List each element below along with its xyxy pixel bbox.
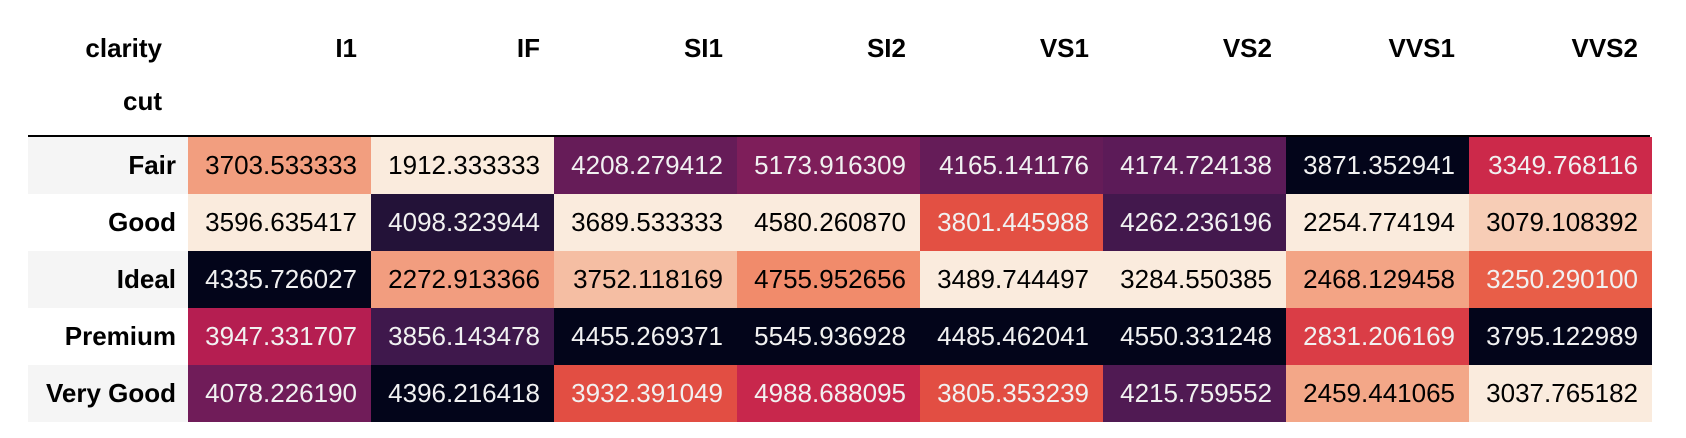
- heatmap-cell: 4078.226190: [188, 365, 371, 422]
- column-header: VS2: [1222, 33, 1272, 63]
- row-label: Good: [108, 207, 176, 237]
- heatmap-cell: 3250.290100: [1469, 251, 1652, 308]
- heatmap-cell: 2468.129458: [1286, 251, 1469, 308]
- heatmap-cell: 3752.118169: [554, 251, 737, 308]
- heatmap-cell: 4208.279412: [554, 137, 737, 194]
- heatmap-cell: 3689.533333: [554, 194, 737, 251]
- heatmap-cell: 4455.269371: [554, 308, 737, 365]
- heatmap-cell: 3932.391049: [554, 365, 737, 422]
- heatmap-cell: 3489.744497: [920, 251, 1103, 308]
- heatmap-cell: 5545.936928: [737, 308, 920, 365]
- column-header: VVS2: [1571, 33, 1639, 63]
- heatmap-cell: 4215.759552: [1103, 365, 1286, 422]
- heatmap-cell: 3037.765182: [1469, 365, 1652, 422]
- heatmap-cell: 4262.236196: [1103, 194, 1286, 251]
- row-label: Premium: [64, 321, 176, 351]
- heatmap-cell: 3795.122989: [1469, 308, 1652, 365]
- heatmap-cell: 4988.688095: [737, 365, 920, 422]
- heatmap-cell: 3805.353239: [920, 365, 1103, 422]
- heatmap-cell: 3871.352941: [1286, 137, 1469, 194]
- heatmap-cell: 3284.550385: [1103, 251, 1286, 308]
- heatmap-cell: 4396.216418: [371, 365, 554, 422]
- header-rule: [28, 135, 1650, 137]
- heatmap-cell: 4755.952656: [737, 251, 920, 308]
- heatmap-cell: 1912.333333: [371, 137, 554, 194]
- heatmap-cell: 4580.260870: [737, 194, 920, 251]
- row-label: Fair: [128, 150, 176, 180]
- heatmap-cell: 3596.635417: [188, 194, 371, 251]
- column-header: VS1: [1039, 33, 1089, 63]
- heatmap-cell: 3703.533333: [188, 137, 371, 194]
- heatmap-cell: 4165.141176: [920, 137, 1103, 194]
- heatmap-cell: 3079.108392: [1469, 194, 1652, 251]
- index-name-label: cut: [123, 86, 162, 116]
- heatmap-cell: 3947.331707: [188, 308, 371, 365]
- heatmap-cell: 4335.726027: [188, 251, 371, 308]
- heatmap-cell: 4485.462041: [920, 308, 1103, 365]
- heatmap-cell: 2272.913366: [371, 251, 554, 308]
- heatmap-cell: 4550.331248: [1103, 308, 1286, 365]
- column-header: SI2: [866, 33, 906, 63]
- heatmap-cell: 5173.916309: [737, 137, 920, 194]
- column-header: I1: [335, 33, 357, 63]
- column-header: VVS1: [1388, 33, 1456, 63]
- column-header: SI1: [683, 33, 723, 63]
- heatmap-cell: 2254.774194: [1286, 194, 1469, 251]
- heatmap-cell: 3349.768116: [1469, 137, 1652, 194]
- heatmap-cell: 2459.441065: [1286, 365, 1469, 422]
- heatmap-cell: 4174.724138: [1103, 137, 1286, 194]
- row-label: Ideal: [116, 264, 176, 294]
- heatmap-cell: 3801.445988: [920, 194, 1103, 251]
- row-label: Very Good: [45, 378, 176, 408]
- heatmap-cell: 3856.143478: [371, 308, 554, 365]
- heatmap-cell: 4098.323944: [371, 194, 554, 251]
- columns-name-label: clarity: [85, 33, 162, 63]
- column-header: IF: [516, 33, 540, 63]
- heatmap-cell: 2831.206169: [1286, 308, 1469, 365]
